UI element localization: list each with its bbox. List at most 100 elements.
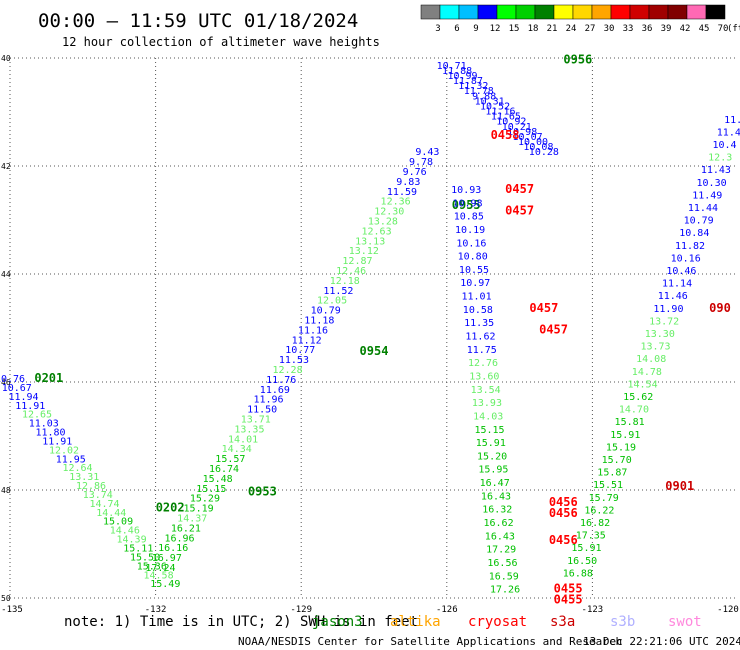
wave-height-value: 14.08 [636, 354, 666, 365]
x-tick-label: -123 [582, 605, 604, 615]
wave-height-value: 16.22 [584, 505, 614, 516]
y-tick-label: 46 [1, 378, 11, 387]
wave-height-value: 10.16 [671, 253, 701, 264]
wave-height-value: 11.65 [491, 112, 521, 123]
wave-height-value: 11.4 [717, 127, 740, 138]
pass-time-label: 0457 [529, 301, 558, 315]
colorbar-swatch [477, 4, 498, 20]
wave-height-value: 16.82 [580, 518, 610, 529]
wave-height-value: 16.50 [567, 556, 597, 567]
wave-height-value: 12.05 [317, 296, 347, 307]
wave-height-value: 10.16 [456, 238, 486, 249]
x-tick-label: -126 [436, 605, 458, 615]
wave-height-value: 15.15 [474, 425, 504, 436]
wave-height-value: 10.19 [455, 225, 485, 236]
wave-height-value: 12.46 [336, 266, 366, 277]
pass-time-label: 0456 [549, 495, 578, 509]
y-tick-label: 50 [1, 594, 11, 603]
wave-height-value: 10.98 [507, 127, 537, 138]
wave-height-value: 10.67 [2, 383, 32, 394]
wave-height-value: 10.97 [460, 278, 490, 289]
colorbar-tick-label: 70 [718, 24, 729, 34]
wave-height-value: 15.57 [215, 454, 245, 465]
wave-height-value: 14.70 [619, 405, 649, 416]
satellite-legend: jason3 altika cryosat s3a s3b swot [312, 614, 702, 630]
wave-height-value: 15.70 [602, 455, 632, 466]
wave-height-value: 10.98 [452, 198, 482, 209]
wave-height-value: 15.79 [589, 493, 619, 504]
wave-height-value: 15.19 [184, 504, 214, 515]
wave-height-value: 15.15 [196, 484, 226, 495]
wave-height-value: 17.29 [486, 545, 516, 556]
colorbar-swatch [515, 4, 536, 20]
x-tick-label: -129 [290, 605, 312, 615]
wave-height-value: 11.62 [465, 332, 495, 343]
wave-height-value: 11.69 [260, 385, 290, 396]
wave-height-value: 11.49 [692, 190, 722, 201]
wave-height-value: 11.50 [247, 405, 277, 416]
wave-height-value: 17.26 [490, 585, 520, 596]
colorbar-swatch [686, 4, 707, 20]
satellite-legend-altika: altika [390, 614, 441, 630]
wave-height-value: 11.96 [253, 395, 283, 406]
wave-height-value: 15.51 [593, 480, 623, 491]
wave-height-value: 10.21 [502, 122, 532, 133]
pass-time-label: 0457 [505, 204, 534, 218]
pass-time-label: 0202 [156, 501, 185, 515]
wave-height-value: 11.95 [56, 454, 86, 465]
wave-height-value: 12.3 [708, 153, 732, 164]
wave-height-value: 17.24 [145, 563, 175, 574]
wave-height-value: 11.75 [467, 345, 497, 356]
wave-height-value: 17.35 [576, 531, 606, 542]
wave-height-value: 14.37 [177, 514, 207, 525]
wave-height-value: 16.47 [480, 478, 510, 489]
wave-height-value: 11.43 [701, 165, 731, 176]
colorbar-tick-label: 21 [547, 24, 558, 34]
wave-height-value: 13.74 [83, 490, 113, 501]
wave-height-value: 15.95 [478, 465, 508, 476]
grid-lines [9, 57, 738, 599]
pass-time-label: 0953 [248, 484, 277, 498]
wave-height-value: 10.55 [459, 265, 489, 276]
wave-height-value: 16.97 [152, 553, 182, 564]
wave-height-value: 16.16 [158, 543, 188, 554]
x-tick-label: -135 [1, 605, 23, 615]
wave-height-value: 16.88 [563, 568, 593, 579]
pass-time-label: 0954 [360, 344, 389, 358]
colorbar-tick-label: 6 [454, 24, 459, 34]
wave-height-value: 16.43 [485, 531, 515, 542]
pass-time-label: 0457 [505, 182, 534, 196]
colorbar-tick-label: 27 [585, 24, 596, 34]
wave-height-value: 15.87 [597, 468, 627, 479]
chart-title: 00:00 – 11:59 UTC 01/18/2024 [38, 10, 358, 32]
wave-height-value: 11.53 [279, 355, 309, 366]
chart-subtitle: 12 hour collection of altimeter wave hei… [62, 35, 380, 49]
wave-height-value: 11.44 [688, 203, 718, 214]
wave-height-value: 11.82 [675, 241, 705, 252]
wave-height-value: 14.03 [473, 411, 503, 422]
satellite-legend-s3b: s3b [610, 614, 635, 630]
wave-height-value: 10.28 [529, 147, 559, 158]
wave-height-value: 9.78 [409, 157, 433, 168]
wave-height-value: 14.34 [222, 444, 252, 455]
wave-height-value: 13.31 [69, 472, 99, 483]
track-jason3: 9.439.789.769.8311.5912.3612.3013.2812.6… [145, 147, 439, 574]
wave-height-value: 10.46 [666, 266, 696, 277]
wave-height-value: 15.49 [150, 579, 180, 590]
colorbar-swatch [572, 4, 593, 20]
wave-height-value: 10.52 [480, 101, 510, 112]
wave-height-value: 15.36 [137, 561, 167, 572]
colorbar-swatch [667, 4, 688, 20]
wave-height-value: 10.31 [475, 96, 505, 107]
wave-height-value: 14.58 [143, 570, 173, 581]
wave-height-value: 11.01 [462, 292, 492, 303]
wave-height-value: 10.85 [454, 212, 484, 223]
wave-height-value: 15.62 [623, 392, 653, 403]
wave-height-value: 12.63 [361, 226, 391, 237]
wave-height-value: 11.16 [485, 107, 515, 118]
satellite-legend-jason3: jason3 [312, 614, 363, 630]
pass-time-label: 0456 [549, 506, 578, 520]
colorbar-tick-label: 12 [490, 24, 501, 34]
